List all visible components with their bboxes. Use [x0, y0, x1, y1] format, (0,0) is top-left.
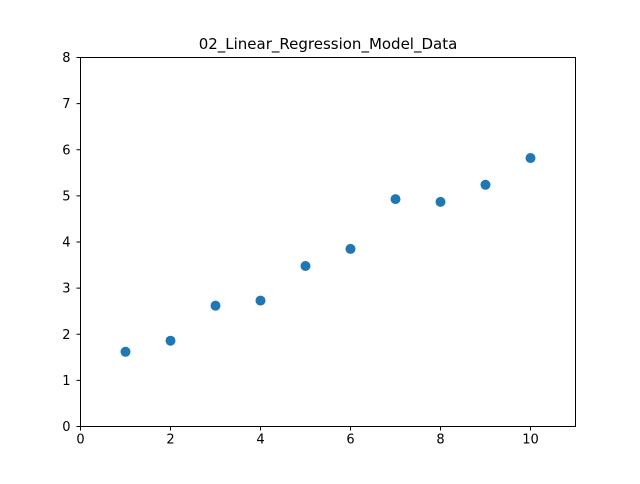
data-point — [390, 194, 401, 205]
y-tick-label: 8 — [62, 51, 70, 66]
x-tick-label: 6 — [346, 433, 354, 448]
data-points — [120, 153, 536, 357]
data-point — [165, 335, 176, 346]
x-tick-label: 0 — [76, 433, 84, 448]
x-tick-label: 2 — [166, 433, 174, 448]
data-point — [525, 153, 536, 164]
y-tick-label: 7 — [62, 97, 70, 112]
plot-area-frame — [80, 57, 576, 427]
data-point — [345, 243, 356, 254]
x-tick-label: 10 — [522, 433, 539, 448]
y-tick-label: 5 — [62, 189, 70, 204]
y-tick-label: 1 — [62, 374, 70, 389]
data-point — [480, 179, 491, 190]
axis-ticks: 0 2 4 6 8 10 0 1 2 3 4 5 6 7 8 — [62, 51, 539, 448]
data-point — [255, 295, 266, 306]
y-tick-label: 6 — [62, 143, 70, 158]
data-point — [435, 196, 446, 207]
y-tick-label: 3 — [62, 282, 70, 297]
y-tick-label: 4 — [62, 236, 70, 251]
data-point — [300, 260, 311, 271]
y-tick-label: 2 — [62, 328, 70, 343]
chart-title: 02_Linear_Regression_Model_Data — [199, 35, 458, 54]
x-tick-label: 4 — [256, 433, 264, 448]
data-point — [120, 346, 131, 357]
y-tick-label: 0 — [62, 420, 70, 435]
x-tick-label: 8 — [436, 433, 444, 448]
data-point — [210, 300, 221, 311]
